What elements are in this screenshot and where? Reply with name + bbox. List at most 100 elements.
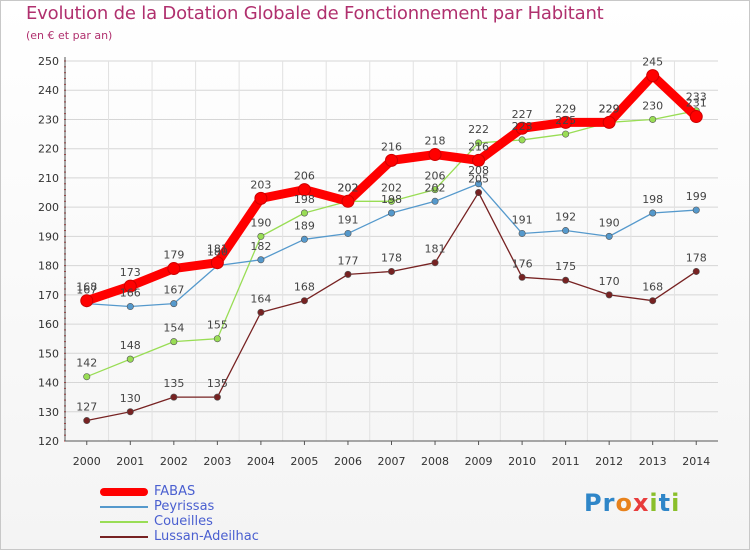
point-fabas [428,148,442,162]
point-lussan-adeilhac [83,417,91,425]
legend-swatch [100,487,148,496]
data-label-coueilles: 190 [250,216,271,229]
data-label-coueilles: 206 [425,170,446,183]
data-label-coueilles: 222 [468,123,489,136]
y-tick-label: 220 [38,143,59,156]
point-coueilles [170,338,178,346]
data-label-coueilles: 142 [76,357,97,370]
y-tick-label: 230 [38,113,59,126]
data-label-lussan-adeilhac: 130 [120,392,141,405]
data-label-fabas: 229 [599,102,620,115]
x-tick-label: 2012 [595,455,623,468]
point-peyrissas [562,227,570,235]
data-label-lussan-adeilhac: 176 [512,257,533,270]
x-tick-label: 2013 [639,455,667,468]
data-label-fabas: 231 [686,97,707,110]
point-lussan-adeilhac [257,308,265,316]
data-label-lussan-adeilhac: 164 [250,292,271,305]
data-label-lussan-adeilhac: 205 [468,173,489,186]
point-fabas [646,69,660,83]
data-label-lussan-adeilhac: 175 [555,260,576,273]
data-label-lussan-adeilhac: 181 [425,243,446,256]
point-coueilles [475,139,483,147]
data-label-peyrissas: 198 [642,193,663,206]
y-tick-label: 200 [38,201,59,214]
point-lussan-adeilhac [126,408,134,416]
legend-label: FABAS [154,484,196,499]
point-coueilles [387,197,395,205]
point-fabas [254,191,268,205]
chart-title: Evolution de la Dotation Globale de Fonc… [26,3,604,24]
point-lussan-adeilhac [387,267,395,275]
point-fabas [515,121,529,135]
point-lussan-adeilhac [475,189,483,197]
data-label-coueilles: 223 [512,120,533,133]
data-label-peyrissas: 190 [599,216,620,229]
logo-letter: x [632,489,650,517]
logo-letter: P [584,489,603,517]
data-label-fabas: 168 [76,281,97,294]
y-tick-label: 120 [38,435,59,448]
legend-item: Lussan-Adeilhac [100,529,259,544]
y-tick-label: 240 [38,84,59,97]
legend: FABAS Peyrissas Coueilles Lussan-Adeilhac [100,484,259,544]
data-label-lussan-adeilhac: 135 [163,377,184,390]
logo-letter: o [615,489,633,517]
legend-swatch [100,520,148,523]
data-label-fabas: 245 [642,56,663,69]
point-peyrissas [344,229,352,237]
data-label-peyrissas: 167 [76,284,97,297]
data-label-lussan-adeilhac: 170 [599,275,620,288]
logo-letter: i [649,489,659,517]
x-tick-label: 2005 [290,455,318,468]
data-label-fabas: 218 [425,135,446,148]
point-fabas [689,110,703,124]
data-label-coueilles: 202 [381,181,402,194]
point-peyrissas [605,232,613,240]
data-label-fabas: 203 [250,178,271,191]
point-lussan-adeilhac [300,297,308,305]
point-peyrissas [387,209,395,217]
legend-label: Peyrissas [154,499,215,514]
data-label-coueilles: 155 [207,319,228,332]
point-fabas [472,153,486,167]
data-label-peyrissas: 189 [294,219,315,232]
data-label-coueilles: 148 [120,339,141,352]
point-fabas [341,194,355,208]
data-label-fabas: 227 [512,108,533,121]
point-coueilles [562,130,570,138]
logo-letter: r [602,489,616,517]
point-coueilles [518,136,526,144]
data-label-coueilles: 230 [642,99,663,112]
point-peyrissas [518,229,526,237]
data-label-peyrissas: 180 [207,246,228,259]
legend-label: Lussan-Adeilhac [154,529,259,544]
point-fabas [80,294,94,308]
y-tick-label: 130 [38,406,59,419]
data-label-fabas: 216 [381,140,402,153]
data-label-lussan-adeilhac: 178 [686,251,707,264]
y-tick-label: 150 [38,347,59,360]
legend-swatch [100,535,148,538]
point-peyrissas [300,235,308,243]
point-peyrissas [170,300,178,308]
data-label-peyrissas: 166 [120,287,141,300]
y-tick-label: 210 [38,172,59,185]
point-lussan-adeilhac [562,276,570,284]
x-tick-label: 2001 [116,455,144,468]
data-label-fabas: 202 [337,181,358,194]
data-label-coueilles: 225 [555,114,576,127]
x-tick-label: 2003 [203,455,231,468]
data-label-coueilles: 229 [599,102,620,115]
point-coueilles [649,115,657,123]
point-fabas [559,115,573,129]
point-coueilles [257,232,265,240]
data-label-fabas: 216 [468,140,489,153]
logo-letter: i [671,489,681,517]
x-tick-label: 2009 [465,455,493,468]
data-label-peyrissas: 167 [163,284,184,297]
data-label-peyrissas: 192 [555,211,576,224]
point-fabas [385,153,398,167]
point-peyrissas [692,206,700,214]
